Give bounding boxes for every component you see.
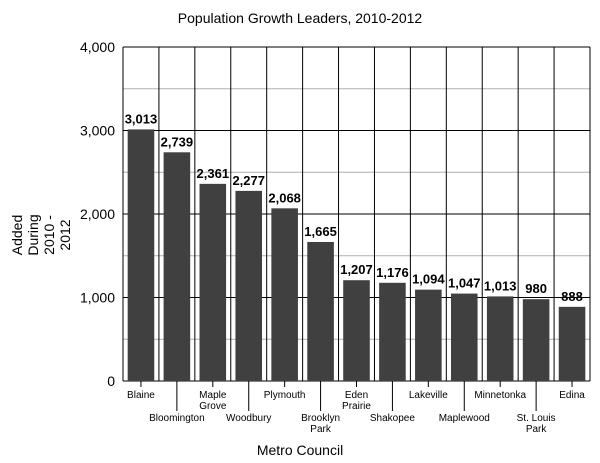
y-tick-label: 4,000	[80, 39, 115, 55]
bar	[343, 280, 370, 381]
data-label: 2,361	[197, 166, 230, 181]
bar	[379, 282, 406, 381]
x-tick-label: Blaine	[127, 390, 155, 401]
x-axis-title: Metro Council	[257, 442, 343, 458]
y-tick-label: 2,000	[80, 206, 115, 222]
data-label: 2,277	[232, 173, 265, 188]
x-tick-label: Bloomington	[149, 413, 205, 424]
data-label: 1,094	[412, 272, 445, 287]
x-tick-label: Shakopee	[370, 413, 415, 424]
data-label: 1,013	[484, 278, 517, 293]
bar	[522, 299, 550, 381]
bar	[127, 129, 155, 381]
bar	[450, 293, 478, 381]
y-tick-label: 0	[107, 373, 115, 389]
chart-title: Population Growth Leaders, 2010-2012	[178, 10, 423, 26]
data-label: 888	[561, 289, 583, 304]
x-tick-label: St. Louis Park	[517, 413, 556, 435]
bar	[199, 183, 227, 381]
y-axis-title-text: AddedDuring2010 -2012	[9, 214, 73, 255]
x-tick-label: Plymouth	[264, 390, 306, 401]
bar	[235, 190, 263, 381]
bar	[558, 306, 586, 381]
y-tick-label: 1,000	[80, 290, 115, 306]
data-label: 1,047	[448, 276, 481, 291]
x-tick-label: Edina	[559, 390, 585, 401]
x-tick-label: Minnetonka	[474, 390, 526, 401]
bar	[163, 152, 191, 381]
x-tick-label: Lakeville	[409, 390, 448, 401]
data-label: 1,665	[304, 224, 337, 239]
bar	[307, 241, 334, 381]
data-label: 1,176	[376, 265, 409, 280]
x-tick-label: Maplewood	[439, 413, 490, 424]
y-axis-title: AddedDuring2010 -2012	[9, 214, 73, 255]
data-label: 980	[525, 281, 547, 296]
bar	[271, 208, 298, 381]
data-label: 1,207	[340, 262, 373, 277]
data-label: 2,739	[161, 134, 194, 149]
y-axis: 0 1,000 2,000 3,000 4,000	[80, 39, 115, 389]
data-label: 2,068	[268, 190, 301, 205]
x-tick-label: Maple Grove	[199, 390, 227, 412]
x-tick-label: Eden Prairie	[342, 390, 371, 412]
data-label: 3,013	[125, 111, 158, 126]
bar	[415, 289, 442, 381]
bars	[127, 129, 586, 381]
x-tick-label: Brooklyn Park	[301, 413, 340, 435]
bar	[486, 296, 514, 381]
y-tick-label: 3,000	[80, 123, 115, 139]
x-tick-label: Woodbury	[226, 413, 271, 424]
